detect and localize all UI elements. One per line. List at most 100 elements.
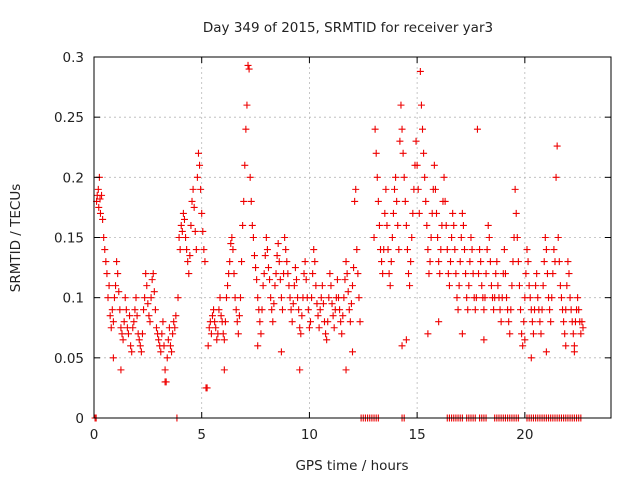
data-point bbox=[352, 185, 360, 193]
data-point bbox=[213, 336, 221, 344]
data-point bbox=[301, 258, 309, 266]
data-point bbox=[454, 306, 462, 314]
data-point bbox=[304, 306, 312, 314]
data-point bbox=[203, 384, 211, 392]
data-point bbox=[574, 294, 582, 302]
data-point bbox=[216, 294, 224, 302]
data-point bbox=[103, 270, 111, 278]
data-point bbox=[341, 276, 349, 284]
data-point bbox=[496, 306, 504, 314]
data-point bbox=[387, 258, 395, 266]
data-point bbox=[527, 354, 535, 362]
data-point bbox=[148, 276, 156, 284]
data-point bbox=[319, 300, 327, 308]
data-point bbox=[473, 125, 481, 133]
data-point bbox=[291, 264, 299, 272]
data-point bbox=[227, 240, 235, 248]
data-point bbox=[242, 125, 250, 133]
data-point bbox=[124, 330, 132, 338]
data-point bbox=[305, 324, 313, 332]
data-point bbox=[564, 258, 572, 266]
data-point bbox=[308, 294, 316, 302]
data-point bbox=[192, 246, 200, 254]
data-point bbox=[523, 246, 531, 254]
data-point bbox=[311, 258, 319, 266]
data-point bbox=[196, 161, 204, 169]
data-point bbox=[208, 312, 216, 320]
data-point bbox=[108, 306, 116, 314]
data-point bbox=[94, 185, 102, 193]
data-point bbox=[346, 318, 354, 326]
data-point bbox=[540, 258, 548, 266]
data-point bbox=[458, 330, 466, 338]
data-point bbox=[205, 324, 213, 332]
data-point bbox=[408, 234, 416, 241]
data-point bbox=[128, 348, 136, 356]
data-point bbox=[468, 246, 476, 254]
data-point bbox=[347, 300, 355, 308]
data-point bbox=[302, 276, 310, 284]
x-tick-label: 20 bbox=[516, 427, 533, 443]
data-point bbox=[327, 282, 335, 290]
data-point bbox=[391, 185, 399, 193]
data-point bbox=[370, 234, 378, 241]
data-point bbox=[257, 330, 265, 338]
data-point bbox=[563, 282, 571, 290]
data-point bbox=[240, 197, 248, 205]
data-point bbox=[395, 246, 403, 254]
data-point bbox=[471, 306, 479, 314]
data-point bbox=[258, 306, 266, 314]
data-point bbox=[155, 336, 163, 344]
data-point bbox=[451, 246, 459, 254]
data-point bbox=[146, 318, 154, 326]
data-point bbox=[375, 221, 383, 229]
data-point bbox=[554, 234, 562, 241]
data-point bbox=[188, 197, 196, 205]
data-point bbox=[412, 137, 420, 145]
data-point bbox=[480, 306, 488, 314]
data-point bbox=[116, 306, 124, 314]
data-point bbox=[339, 312, 347, 320]
data-point bbox=[378, 258, 386, 266]
data-point bbox=[201, 258, 209, 266]
data-point bbox=[330, 324, 338, 332]
x-tick-label: 15 bbox=[409, 427, 426, 443]
data-point bbox=[433, 209, 441, 217]
data-point bbox=[512, 209, 520, 217]
data-point bbox=[246, 173, 254, 181]
data-point bbox=[180, 215, 188, 223]
data-point bbox=[353, 246, 361, 254]
data-point bbox=[163, 354, 171, 362]
data-point bbox=[284, 270, 292, 278]
data-point bbox=[349, 282, 356, 290]
data-point bbox=[259, 282, 267, 290]
y-tick-label: 0.3 bbox=[63, 50, 84, 66]
data-point bbox=[186, 252, 194, 260]
data-point bbox=[183, 246, 191, 254]
data-point bbox=[113, 258, 121, 266]
data-point bbox=[482, 270, 490, 278]
data-point bbox=[384, 246, 392, 254]
x-tick-labels: 0 5 10 15 20 bbox=[90, 427, 534, 443]
data-point bbox=[228, 234, 236, 241]
data-point bbox=[264, 264, 272, 272]
data-point bbox=[476, 246, 484, 254]
data-point bbox=[241, 161, 249, 169]
data-point bbox=[300, 270, 308, 278]
data-point bbox=[309, 270, 317, 278]
data-point bbox=[262, 234, 270, 241]
data-point bbox=[508, 282, 516, 290]
data-point bbox=[287, 306, 295, 314]
data-point bbox=[338, 330, 346, 338]
data-point bbox=[453, 294, 461, 302]
data-point bbox=[417, 101, 425, 109]
data-point bbox=[105, 282, 113, 290]
data-point bbox=[118, 330, 126, 338]
data-point bbox=[424, 246, 432, 254]
data-point bbox=[232, 306, 240, 314]
data-point bbox=[513, 234, 521, 241]
data-point bbox=[526, 294, 534, 302]
data-point bbox=[398, 125, 406, 133]
y-tick-label: 0 bbox=[75, 411, 84, 427]
data-point bbox=[254, 342, 262, 350]
